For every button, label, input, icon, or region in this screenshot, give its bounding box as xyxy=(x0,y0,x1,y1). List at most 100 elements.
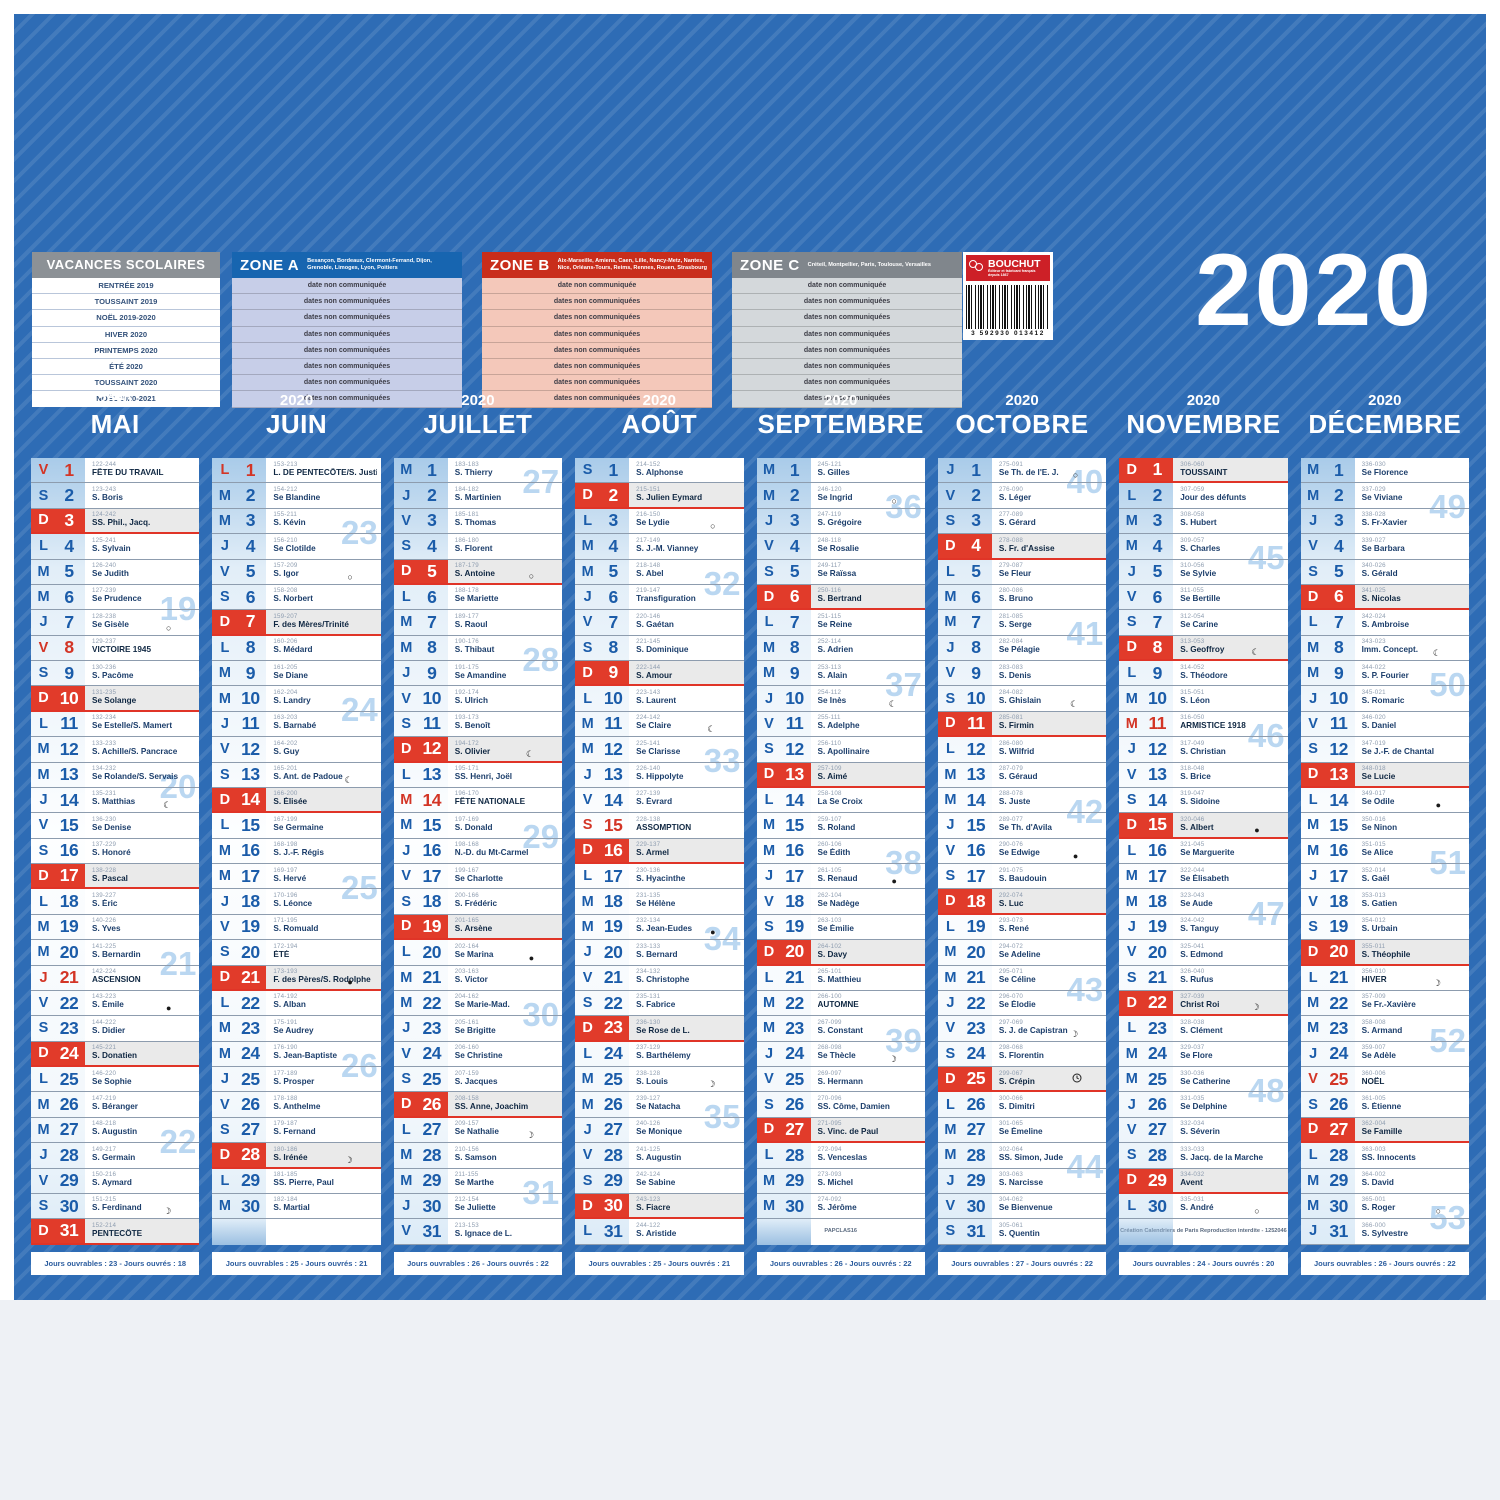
day-cell: 362-004 Se Famille xyxy=(1355,1118,1469,1141)
day-row: L 1 153-213 L. DE PENTECÔTE/S. Justin xyxy=(212,458,381,484)
day-saint-name: S. Ambroise xyxy=(1361,619,1410,629)
day-ordinal: 334-032 xyxy=(1180,1171,1205,1178)
day-strip: M 27 xyxy=(938,1118,992,1142)
day-letter: S xyxy=(38,487,49,504)
day-cell: 209-157 Se Nathalie ☽ xyxy=(448,1118,562,1142)
day-number: 20 xyxy=(966,941,986,962)
day-cell: 160-206 S. Médard xyxy=(266,636,380,660)
week-number: 38 xyxy=(885,843,922,881)
day-row: M 25 330-036 Se Catherine xyxy=(1119,1067,1288,1093)
day-saint-name: S. Ulrich xyxy=(454,695,488,705)
day-letter: M xyxy=(762,462,776,479)
day-number: 9 xyxy=(64,662,74,683)
day-letter: L xyxy=(945,1096,955,1113)
day-strip: M 19 xyxy=(31,915,85,939)
day-cell: 135-231 S. Matthias ☾ xyxy=(85,788,199,812)
moon-phase-icon: ☾ xyxy=(1432,648,1441,658)
day-strip: S 12 xyxy=(757,737,811,761)
moon-phase-icon: ● xyxy=(347,976,353,987)
day-letter: L xyxy=(583,512,593,529)
day-row: J 6 219-147 Transfiguration xyxy=(575,585,744,611)
fine-print: Création Calendriers de Paris Reproducti… xyxy=(1120,1228,1287,1234)
day-row: L 18 139-227 S. Éric xyxy=(31,889,200,915)
day-row: D 27 362-004 Se Famille xyxy=(1300,1117,1469,1144)
day-saint-name: S. Boris xyxy=(92,492,123,502)
day-ordinal: 235-131 xyxy=(636,993,661,1001)
day-row: J 1 275-091 Se Th. de l'E. J. ○ xyxy=(937,458,1107,484)
day-saint-name: S. Jean-Eudes xyxy=(636,924,693,934)
day-row: D 11 285-081 S. Firmin xyxy=(937,711,1107,738)
day-cell: 350-016 Se Ninon xyxy=(1355,813,1469,837)
moon-phase-icon: ○ xyxy=(1435,1206,1441,1217)
day-ordinal: 126-240 xyxy=(92,562,117,569)
day-ordinal: 221-145 xyxy=(636,638,661,646)
day-row: M 25 238-128 S. Louis ☽ xyxy=(575,1067,744,1093)
day-cell: 251-115 Se Reine xyxy=(811,610,925,634)
day-cell: 231-135 Se Hélène xyxy=(629,889,743,913)
day-letter: M xyxy=(218,512,231,529)
day-number: 31 xyxy=(603,1220,623,1241)
day-strip: L 12 xyxy=(938,737,992,761)
month-card: M 1 183-183 S. Thierry 27 J 2 184-182 S. Martini… xyxy=(393,458,563,1245)
day-number: 19 xyxy=(241,916,260,937)
day-strip: M 25 xyxy=(1119,1067,1173,1091)
moon-phase-icon: ● xyxy=(165,1003,172,1014)
day-strip: M 21 xyxy=(938,966,992,990)
day-ordinal: 148-218 xyxy=(92,1120,117,1128)
day-number: 4 xyxy=(971,535,981,556)
day-strip: S 23 xyxy=(31,1016,85,1040)
day-row: V 16 290-076 Se Edwige ● xyxy=(937,839,1107,864)
day-saint-name: S. Norbert xyxy=(273,594,313,604)
day-letter: V xyxy=(1308,715,1318,732)
month-header: 2020 NOVEMBRE xyxy=(1119,386,1287,458)
day-number: 13 xyxy=(603,764,623,785)
zone-date-row: date non communiquée xyxy=(732,278,962,295)
day-cell: 129-237 VICTOIRE 1945 xyxy=(85,636,199,660)
day-strip: S 28 xyxy=(1119,1143,1173,1167)
day-row: J 20 233-133 S. Bernard xyxy=(575,940,744,966)
day-cell: 192-174 S. Ulrich xyxy=(448,686,562,710)
day-letter: D xyxy=(401,563,412,580)
day-cell: 149-217 S. Germain xyxy=(85,1143,199,1167)
month-year-label: 2020 xyxy=(1186,392,1221,409)
day-row: M 1 336-030 Se Florence xyxy=(1300,458,1469,484)
day-saint-name: S. Firmin xyxy=(998,721,1034,731)
day-letter: S xyxy=(764,563,774,580)
day-saint-name: S. Gérard xyxy=(998,518,1036,528)
day-letter: M xyxy=(37,944,50,961)
moon-phase-icon: ● xyxy=(891,876,897,887)
day-cell: 233-133 S. Bernard xyxy=(629,940,743,964)
day-strip: D 26 xyxy=(393,1092,448,1116)
day-row: M 29 273-093 S. Michel xyxy=(756,1169,925,1194)
day-letter: M xyxy=(400,817,413,834)
day-row: M 4 217-149 S. J.-M. Vianney xyxy=(575,534,744,560)
day-row: V 14 227-139 S. Évrard xyxy=(575,788,744,814)
week-number: 22 xyxy=(159,1123,197,1161)
day-number: 30 xyxy=(785,1195,804,1216)
day-letter: D xyxy=(38,1222,49,1239)
day-letter: D xyxy=(945,537,956,554)
month-year-label: 2020 xyxy=(98,392,132,409)
day-row: L 4 125-241 S. Sylvain xyxy=(31,534,200,560)
day-number: 2 xyxy=(1152,485,1163,506)
day-number: 12 xyxy=(59,738,79,759)
day-letter: J xyxy=(39,792,48,809)
day-saint-name: S. Arsène xyxy=(454,924,493,934)
month-year-label: 2020 xyxy=(642,392,676,409)
day-saint-name: Se Rose de L. xyxy=(636,1025,690,1035)
day-cell: 219-147 Transfiguration xyxy=(629,585,743,609)
day-row: M 5 126-240 Se Judith xyxy=(31,560,200,585)
day-saint-name: Se Édith xyxy=(817,848,851,858)
day-letter: S xyxy=(1126,792,1137,809)
zone-date-row: dates non communiquées xyxy=(232,326,462,343)
day-number: 4 xyxy=(789,535,800,556)
winter-time-clock-icon xyxy=(1072,1070,1082,1088)
day-letter: M xyxy=(1125,715,1138,732)
day-letter: L xyxy=(764,969,774,986)
